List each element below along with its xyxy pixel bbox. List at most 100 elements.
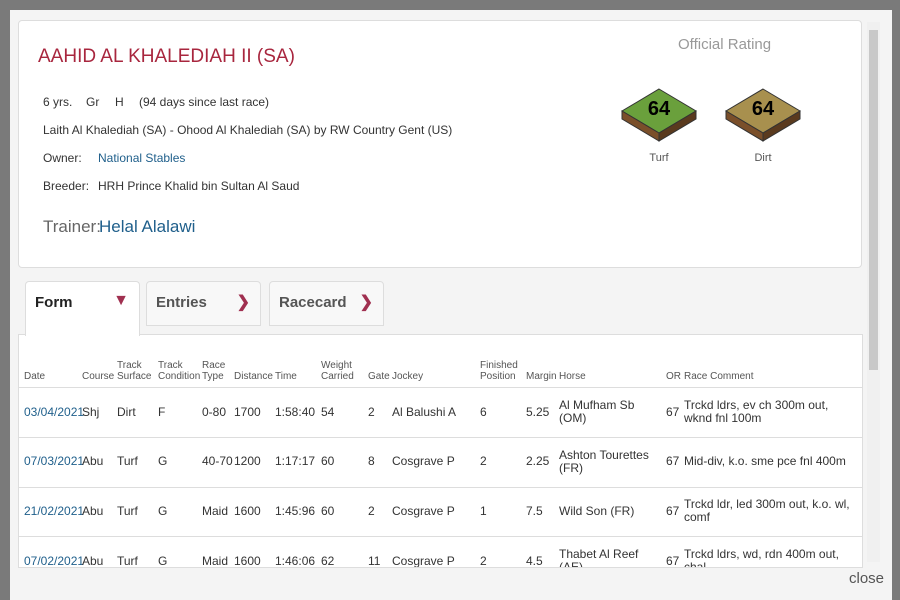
age: 6 yrs.: [43, 95, 73, 109]
pedigree: Laith Al Khalediah (SA) - Ohood Al Khale…: [43, 123, 453, 137]
trainer-link[interactable]: Helal Alalawi: [99, 217, 196, 236]
rating-title: Official Rating: [678, 36, 772, 53]
table-cell: Turf: [117, 553, 138, 568]
row-divider: [19, 387, 862, 388]
owner-link[interactable]: National Stables: [98, 151, 186, 165]
horse-name: AAHID AL KHALEDIAH II (SA): [38, 46, 295, 67]
table-cell: Dirt: [117, 404, 136, 419]
table-cell: 67: [666, 553, 680, 568]
column-header: Gate: [368, 371, 390, 382]
table-cell: 1:58:40: [275, 404, 316, 419]
scroll-thumb[interactable]: [869, 30, 878, 370]
table-cell: 54: [321, 404, 335, 419]
table-cell: 5.25: [526, 404, 550, 419]
column-header: Track Condition: [158, 360, 201, 382]
table-cell: Maid: [202, 553, 229, 568]
table-cell: Abu: [82, 503, 104, 518]
table-cell: 1600: [234, 553, 261, 568]
table-cell: 2: [480, 454, 487, 469]
table-cell: Turf: [117, 454, 138, 469]
table-cell: G: [158, 553, 168, 568]
column-header: Time: [275, 371, 297, 382]
table-cell: 60: [321, 454, 335, 469]
table-cell: 8: [368, 454, 375, 469]
table-cell: F: [158, 404, 166, 419]
table-cell: Abu: [82, 454, 104, 469]
horse-card: AAHID AL KHALEDIAH II (SA) 6 yrs. Gr H (…: [18, 20, 862, 268]
table-cell: 6: [480, 404, 487, 419]
column-header: Horse: [559, 371, 586, 382]
table-cell: 0-80: [202, 404, 227, 419]
table-cell[interactable]: 03/04/2021: [24, 404, 85, 419]
table-cell: Trckd ldrs, wd, rdn 400m out, chal: [684, 547, 839, 568]
table-cell: Shj: [82, 404, 100, 419]
row-divider: [19, 486, 862, 488]
table-cell: Wild Son (FR): [559, 503, 635, 518]
table-cell: Abu: [82, 553, 104, 568]
sex: H: [115, 95, 124, 109]
table-cell[interactable]: 21/02/2021: [24, 503, 85, 518]
form-table: Date Course Track Surface Track Condition Ra…: [18, 334, 863, 568]
column-header: Date: [24, 371, 46, 382]
breeder-label: Breeder:: [43, 179, 90, 193]
column-header: Jockey: [392, 371, 424, 382]
table-cell: 1:46:06: [275, 553, 316, 568]
table-cell: 40-70: [202, 454, 233, 469]
tab-label: Racecard: [279, 294, 347, 311]
table-cell: 1200: [234, 454, 261, 469]
days-since: (94 days since last race): [139, 95, 270, 109]
trainer-label: Trainer:: [43, 217, 101, 236]
table-cell: G: [158, 454, 168, 469]
table-cell: 67: [666, 404, 680, 419]
close-button[interactable]: close: [849, 570, 885, 587]
dirt-rating: 64: [752, 98, 775, 120]
table-cell: 2: [368, 503, 375, 518]
table-cell: 2: [480, 553, 487, 568]
table-cell: Al Mufham Sb (OM): [559, 398, 635, 425]
table-cell: Trckd ldr, led 300m out, k.o. wl, comf: [684, 497, 850, 525]
tab-entries[interactable]: Entries ❯: [146, 281, 261, 326]
turf-rating: 64: [648, 98, 671, 120]
dirt-label: Dirt: [754, 152, 771, 164]
color: Gr: [86, 95, 100, 109]
rating-tiles: 64 64 Turf Dirt: [621, 88, 801, 164]
turf-tile-side: [658, 110, 697, 142]
tab-form[interactable]: Form ▼: [25, 281, 140, 336]
table-cell: Cosgrave P: [392, 503, 455, 518]
chevron: ❯: [359, 294, 373, 311]
table-cell[interactable]: 07/02/2021: [24, 553, 85, 568]
owner-label: Owner:: [43, 151, 82, 165]
table-cell: Mid-div, k.o. sme pce fnl 400m: [684, 454, 846, 469]
breeder: HRH Prince Khalid bin Sultan Al Saud: [98, 179, 300, 193]
table-cell: 4.5: [526, 553, 543, 568]
table-cell: Maid: [202, 503, 229, 518]
table-cell: 60: [321, 503, 335, 518]
table-cell: 1600: [234, 503, 261, 518]
chevron: ❯: [236, 294, 250, 311]
row-divider: [19, 437, 862, 438]
tab-label: Entries: [156, 294, 207, 311]
table-cell: 1:17:17: [275, 454, 316, 469]
table-cell: Ashton Tourettes (FR): [559, 447, 649, 475]
table-cell: Turf: [117, 503, 138, 518]
dirt-tile-side: [762, 110, 801, 142]
column-header: Race Comment: [684, 371, 754, 382]
column-header: Weight Carried: [321, 360, 354, 382]
table-cell: 1700: [234, 404, 261, 419]
table-cell: 7.5: [526, 503, 543, 518]
table-cell: 1:45:96: [275, 503, 316, 518]
tab-racecard[interactable]: Racecard ❯: [269, 281, 384, 326]
scrollbar[interactable]: [867, 22, 880, 562]
tab-label: Form: [35, 294, 73, 311]
table-cell[interactable]: 07/03/2021: [24, 454, 85, 469]
table-cell: G: [158, 503, 168, 518]
table-cell: Trckd ldrs, ev ch 300m out, wknd fnl 100…: [684, 398, 829, 425]
table-cell: 2: [368, 404, 375, 419]
table-cell: 67: [666, 503, 680, 518]
column-header: Distance: [234, 371, 273, 382]
column-header: OR: [666, 371, 681, 382]
row-divider: [19, 536, 862, 538]
table-cell: Al Balushi A: [392, 404, 457, 419]
column-header: Margin: [526, 371, 557, 382]
column-header: Race Type: [202, 360, 226, 382]
